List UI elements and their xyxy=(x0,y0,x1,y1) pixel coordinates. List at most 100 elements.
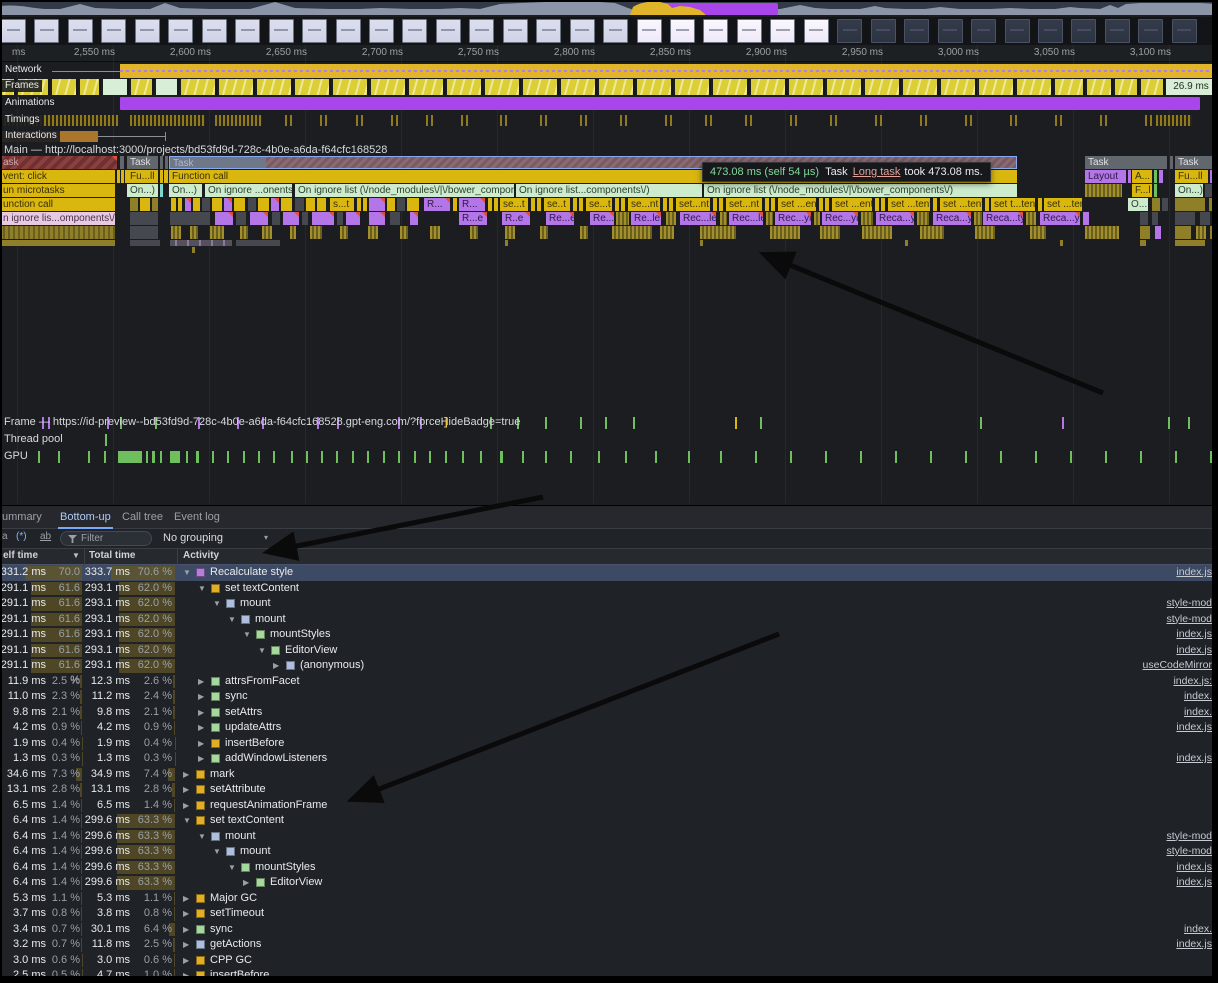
expander-closed-icon[interactable]: ▶ xyxy=(183,968,189,983)
filmstrip-thumbnail[interactable] xyxy=(201,19,227,43)
chevron-down-icon[interactable]: ▾ xyxy=(264,533,269,542)
expander-closed-icon[interactable]: ▶ xyxy=(198,723,205,732)
flame-entry[interactable] xyxy=(819,198,823,211)
timing-marks[interactable] xyxy=(1156,115,1192,126)
frame-event-tick[interactable] xyxy=(1188,417,1190,429)
frame-segment[interactable] xyxy=(1115,79,1139,95)
source-link[interactable]: index.js xyxy=(1176,752,1212,764)
expander-open-icon[interactable]: ▼ xyxy=(183,816,191,825)
flame-entry[interactable]: On ignore ...onents\/) xyxy=(205,184,292,197)
filmstrip-thumbnail[interactable] xyxy=(870,19,896,43)
flame-entry[interactable]: Task xyxy=(1085,156,1167,169)
flame-entry[interactable] xyxy=(346,212,360,225)
frame-event-tick[interactable] xyxy=(1062,417,1064,429)
flame-entry[interactable] xyxy=(164,170,168,183)
flame-entry[interactable] xyxy=(771,198,775,211)
frame-segment[interactable] xyxy=(409,79,445,95)
filmstrip-thumbnail[interactable] xyxy=(1171,19,1197,43)
frame-event-tick[interactable] xyxy=(1168,417,1170,429)
frame-segment[interactable] xyxy=(447,79,483,95)
gpu-activity-tick[interactable] xyxy=(462,451,464,463)
table-row[interactable]: 1.3 ms 0.3 % 1.3 ms 0.3 % ▶ addWindowListener… xyxy=(0,751,1218,767)
flame-entry[interactable]: Rec...le xyxy=(680,212,716,225)
gpu-activity-tick[interactable] xyxy=(655,451,657,463)
timing-mark[interactable] xyxy=(745,115,747,126)
flame-entry[interactable] xyxy=(160,170,163,183)
tab-call-tree[interactable]: Call tree xyxy=(122,511,163,523)
flame-entry[interactable] xyxy=(765,198,769,211)
source-link[interactable]: index.js xyxy=(1176,938,1212,950)
table-row[interactable]: 3.7 ms 0.8 % 3.8 ms 0.8 % ▶ setTimeout xyxy=(0,906,1218,922)
source-link[interactable]: useCodeMirror xyxy=(1142,659,1212,671)
timing-mark[interactable] xyxy=(750,115,752,126)
gpu-activity-tick[interactable] xyxy=(306,451,308,463)
expander-closed-icon[interactable]: ▶ xyxy=(183,769,190,779)
flame-entry[interactable] xyxy=(820,226,840,239)
main-thread-title[interactable]: Main — http://localhost:3000/projects/bd… xyxy=(4,144,388,156)
table-row[interactable]: 4.2 ms 0.9 % 4.2 ms 0.9 % ▶ updateAttrs index.… xyxy=(0,720,1218,736)
network-track[interactable]: Network xyxy=(0,63,1218,79)
table-row[interactable]: 3.4 ms 0.7 % 30.1 ms 6.4 % ▶ sync index. xyxy=(0,922,1218,938)
flame-entry[interactable] xyxy=(621,198,625,211)
flame-entry[interactable] xyxy=(290,226,296,239)
frame-segment[interactable] xyxy=(789,79,825,95)
frame-event-tick[interactable] xyxy=(107,417,109,429)
flame-entry[interactable] xyxy=(700,240,703,246)
table-row[interactable]: 291.1 ms 61.6 % 293.1 ms 62.0 % ▶ (anonymous)… xyxy=(0,658,1218,686)
filmstrip-thumbnail[interactable] xyxy=(1,19,26,43)
flame-entry[interactable]: set...nt xyxy=(676,198,710,211)
expander-open-icon[interactable]: ▼ xyxy=(258,645,266,655)
flame-entry[interactable] xyxy=(248,198,256,211)
frame-event-tick[interactable] xyxy=(237,417,239,429)
frames-track[interactable]: Frames 26.9 ms xyxy=(0,79,1218,95)
flame-entry[interactable] xyxy=(1175,212,1195,225)
flame-entry[interactable]: unction call xyxy=(0,198,115,211)
expander-closed-icon[interactable]: ▶ xyxy=(183,785,190,794)
flame-entry[interactable] xyxy=(540,226,548,239)
timing-mark[interactable] xyxy=(325,115,327,126)
match-case-icon[interactable]: a xyxy=(2,531,8,542)
source-link[interactable]: index. xyxy=(1183,690,1212,702)
frame-event-tick[interactable] xyxy=(517,417,519,429)
timing-mark[interactable] xyxy=(875,115,877,126)
gpu-activity-tick[interactable] xyxy=(170,451,180,463)
flame-entry[interactable] xyxy=(250,212,268,225)
flame-entry[interactable] xyxy=(1162,198,1168,211)
gpu-activity-tick[interactable] xyxy=(104,451,106,463)
flame-entry[interactable] xyxy=(224,198,232,211)
filmstrip-thumbnail[interactable] xyxy=(770,19,796,43)
flame-entry[interactable]: set ...tent xyxy=(1044,198,1082,211)
gpu-activity-tick[interactable] xyxy=(336,451,338,463)
gpu-activity-tick[interactable] xyxy=(1035,451,1037,463)
timing-mark[interactable] xyxy=(426,115,428,126)
flame-entry[interactable]: Fu...ll xyxy=(127,170,158,183)
flame-entry[interactable] xyxy=(1175,198,1205,211)
frame-segment[interactable] xyxy=(523,79,559,95)
flame-entry[interactable] xyxy=(240,226,248,239)
expander-closed-icon[interactable]: ▶ xyxy=(198,738,205,748)
gpu-activity-tick[interactable] xyxy=(1105,451,1107,463)
flame-entry[interactable]: un microtasks xyxy=(0,184,115,197)
flame-entry[interactable]: se...nt xyxy=(628,198,660,211)
timing-mark[interactable] xyxy=(670,115,672,126)
table-row[interactable]: 6.4 ms 1.4 % 299.6 ms 63.3 % ▶ EditorView inde… xyxy=(0,875,1218,891)
timing-mark[interactable] xyxy=(466,115,468,126)
flame-entry[interactable] xyxy=(1170,156,1173,169)
filmstrip-thumbnail[interactable] xyxy=(302,19,328,43)
expander-closed-icon[interactable]: ▶ xyxy=(198,692,205,701)
gpu-activity-tick[interactable] xyxy=(414,451,416,463)
expander-open-icon[interactable]: ▼ xyxy=(213,847,221,856)
filmstrip-thumbnail[interactable] xyxy=(670,19,695,43)
flame-entry[interactable]: set t...tent xyxy=(991,198,1035,211)
flame-entry[interactable] xyxy=(171,226,181,239)
flame-entry[interactable]: R...e xyxy=(459,212,487,225)
frame-event-tick[interactable] xyxy=(490,417,492,429)
flame-entry[interactable] xyxy=(310,226,322,239)
gpu-activity-tick[interactable] xyxy=(196,451,199,463)
flame-entry[interactable] xyxy=(1175,240,1205,246)
frame-segment[interactable] xyxy=(561,79,597,95)
flame-entry[interactable] xyxy=(470,226,478,239)
flame-entry[interactable] xyxy=(170,240,232,246)
gpu-activity-tick[interactable] xyxy=(965,451,967,463)
filmstrip-thumbnail[interactable] xyxy=(368,19,394,43)
